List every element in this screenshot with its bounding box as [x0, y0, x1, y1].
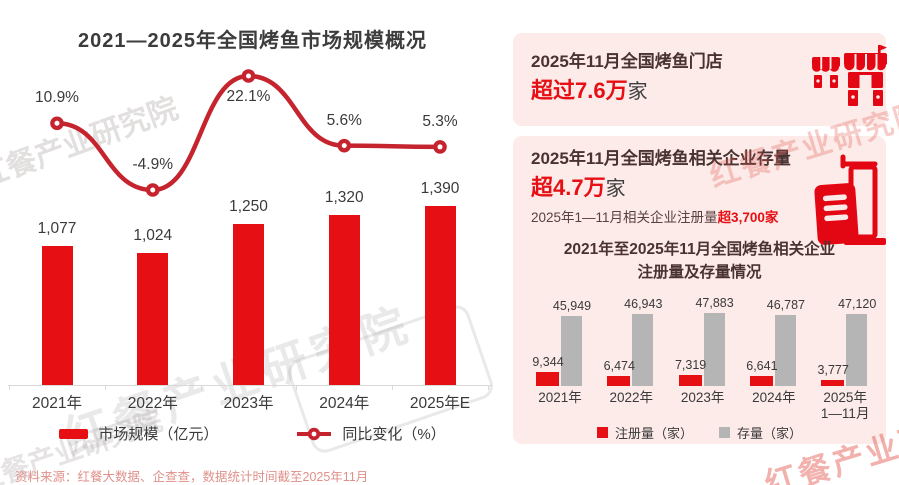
enterprises-count: 超4.7万家 — [531, 170, 626, 202]
yoy-value-label: 22.1% — [226, 87, 271, 105]
market-size-bar — [328, 215, 360, 385]
bar-value-label: 1,250 — [229, 198, 268, 215]
x-axis — [8, 385, 492, 386]
registration-bar — [749, 375, 773, 386]
x-axis-label: 2025年 1—11月 — [820, 390, 870, 421]
market-size-bar — [424, 206, 456, 385]
bar-value-label: 1,077 — [37, 220, 77, 237]
line-marker-icon — [297, 427, 332, 440]
stock-bar — [774, 314, 796, 386]
enterprises-count-suffix: 家 — [605, 178, 626, 200]
registration-note-highlight: 超3,700家 — [717, 210, 779, 225]
registration-value-label: 6,474 — [603, 359, 635, 374]
yoy-value-label: 5.6% — [326, 111, 362, 129]
x-axis-label: 2022年 — [609, 390, 654, 405]
registration-value-label: 9,344 — [532, 354, 564, 369]
registration-value-label: 3,777 — [817, 363, 849, 378]
legend-label: 注册量（家） — [614, 426, 693, 441]
stock-bar — [703, 313, 725, 386]
axis-tick — [9, 386, 11, 390]
registration-bar — [536, 371, 559, 386]
market-size-bar — [137, 253, 169, 385]
sub-chart-title-line1: 2021年至2025年11月全国烤鱼相关企业 — [563, 241, 836, 258]
axis-tick — [392, 386, 394, 390]
x-axis-label: 2024年 — [752, 390, 796, 405]
stock-value-label: 46,943 — [624, 297, 663, 312]
yoy-value-label: -4.9% — [132, 155, 174, 173]
stores-card-title: 2025年11月全国烤鱼门店 — [531, 52, 723, 71]
yoy-value-label: 10.9% — [35, 89, 79, 107]
main-chart-legend: 市场规模（亿元） 同比变化（%） — [0, 423, 505, 444]
stock-swatch — [719, 427, 730, 438]
market-scale-section: 2021—2025年全国烤鱼市场规模概况 1,077 2021年 10.9% 1,02… — [0, 30, 505, 484]
registration-value-label: 6,641 — [746, 358, 778, 373]
registration-note: 2025年1—11月相关企业注册量超3,700家 — [531, 206, 778, 226]
stock-bar — [632, 314, 654, 386]
x-axis-label: 2023年 — [680, 390, 725, 405]
x-axis-label: 2024年 — [319, 395, 370, 412]
x-axis-label: 2023年 — [223, 395, 274, 412]
stock-value-label: 47,120 — [838, 297, 877, 312]
registration-note-prefix: 2025年1—11月相关企业注册量 — [531, 210, 718, 225]
registration-bar — [607, 376, 631, 386]
x-axis-label: 2021年 — [538, 390, 582, 405]
legend-label: 存量（家） — [737, 426, 803, 441]
market-size-bar — [233, 224, 264, 385]
bar-value-label: 1,390 — [420, 180, 460, 197]
enterprises-card-title: 2025年11月全国烤鱼相关企业存量 — [531, 149, 791, 168]
enterprises-card: 2025年11月全国烤鱼相关企业存量 超4.7万家 2025年1—11月相关企业… — [513, 136, 886, 444]
legend-item-market-size: 市场规模（亿元） — [59, 423, 218, 444]
bar-value-label: 1,320 — [324, 189, 364, 206]
main-chart-plot: 1,077 2021年 10.9% 1,024 2022年 -4.9% 1,250 2023年… — [8, 69, 492, 412]
bar-value-label: 1,024 — [133, 227, 173, 244]
axis-tick — [296, 386, 298, 390]
axis-tick — [487, 386, 489, 390]
yoy-value-label: 5.3% — [422, 112, 458, 130]
stock-bar — [561, 315, 582, 386]
sub-chart-plot: 9,344 45,949 2021年 6,474 46,943 2022年 7,319 47,… — [513, 136, 886, 444]
stock-value-label: 45,949 — [552, 298, 592, 313]
registration-bar — [821, 380, 845, 386]
sub-chart-title-line2: 注册量及存量情况 — [637, 264, 762, 281]
x-axis-label: 2022年 — [127, 395, 178, 412]
legend-label: 市场规模（亿元） — [98, 426, 219, 443]
axis-tick — [104, 386, 106, 390]
legend-item-yoy: 同比变化（%） — [296, 423, 446, 444]
registration-value-label: 7,319 — [674, 357, 707, 372]
legend-label: 同比变化（%） — [342, 426, 446, 443]
source-note: 资料来源：红餐大数据、企查查，数据统计时间截至2025年11月 — [15, 470, 369, 484]
registrations-swatch — [596, 427, 608, 438]
sub-chart-title: 2021年至2025年11月全国烤鱼相关企业 注册量及存量情况 — [513, 238, 886, 284]
stock-value-label: 46,787 — [766, 297, 805, 312]
axis-tick — [200, 386, 202, 390]
stock-bar — [846, 314, 868, 386]
market-size-bar — [41, 246, 73, 385]
building-icon — [814, 154, 886, 245]
stores-count-suffix: 家 — [627, 81, 648, 103]
x-axis-label: 2025年E — [409, 395, 471, 412]
enterprises-count-highlight: 超4.7万 — [531, 175, 606, 200]
storefront-icon — [812, 45, 887, 106]
stock-value-label: 47,883 — [695, 296, 734, 310]
sub-chart-legend: 注册量（家） 存量（家） — [513, 423, 886, 442]
stores-count: 超过7.6万家 — [531, 73, 648, 105]
stores-count-highlight: 超过7.6万 — [531, 78, 628, 103]
legend-item-registrations: 注册量（家） — [596, 423, 693, 442]
x-axis-label: 2021年 — [32, 395, 82, 412]
main-chart-title: 2021—2025年全国烤鱼市场规模概况 — [78, 30, 427, 52]
registration-bar — [678, 374, 702, 386]
bar-swatch — [59, 428, 89, 439]
stores-card: 2025年11月全国烤鱼门店 超过7.6万家 — [513, 33, 887, 126]
legend-item-stock: 存量（家） — [719, 423, 802, 442]
